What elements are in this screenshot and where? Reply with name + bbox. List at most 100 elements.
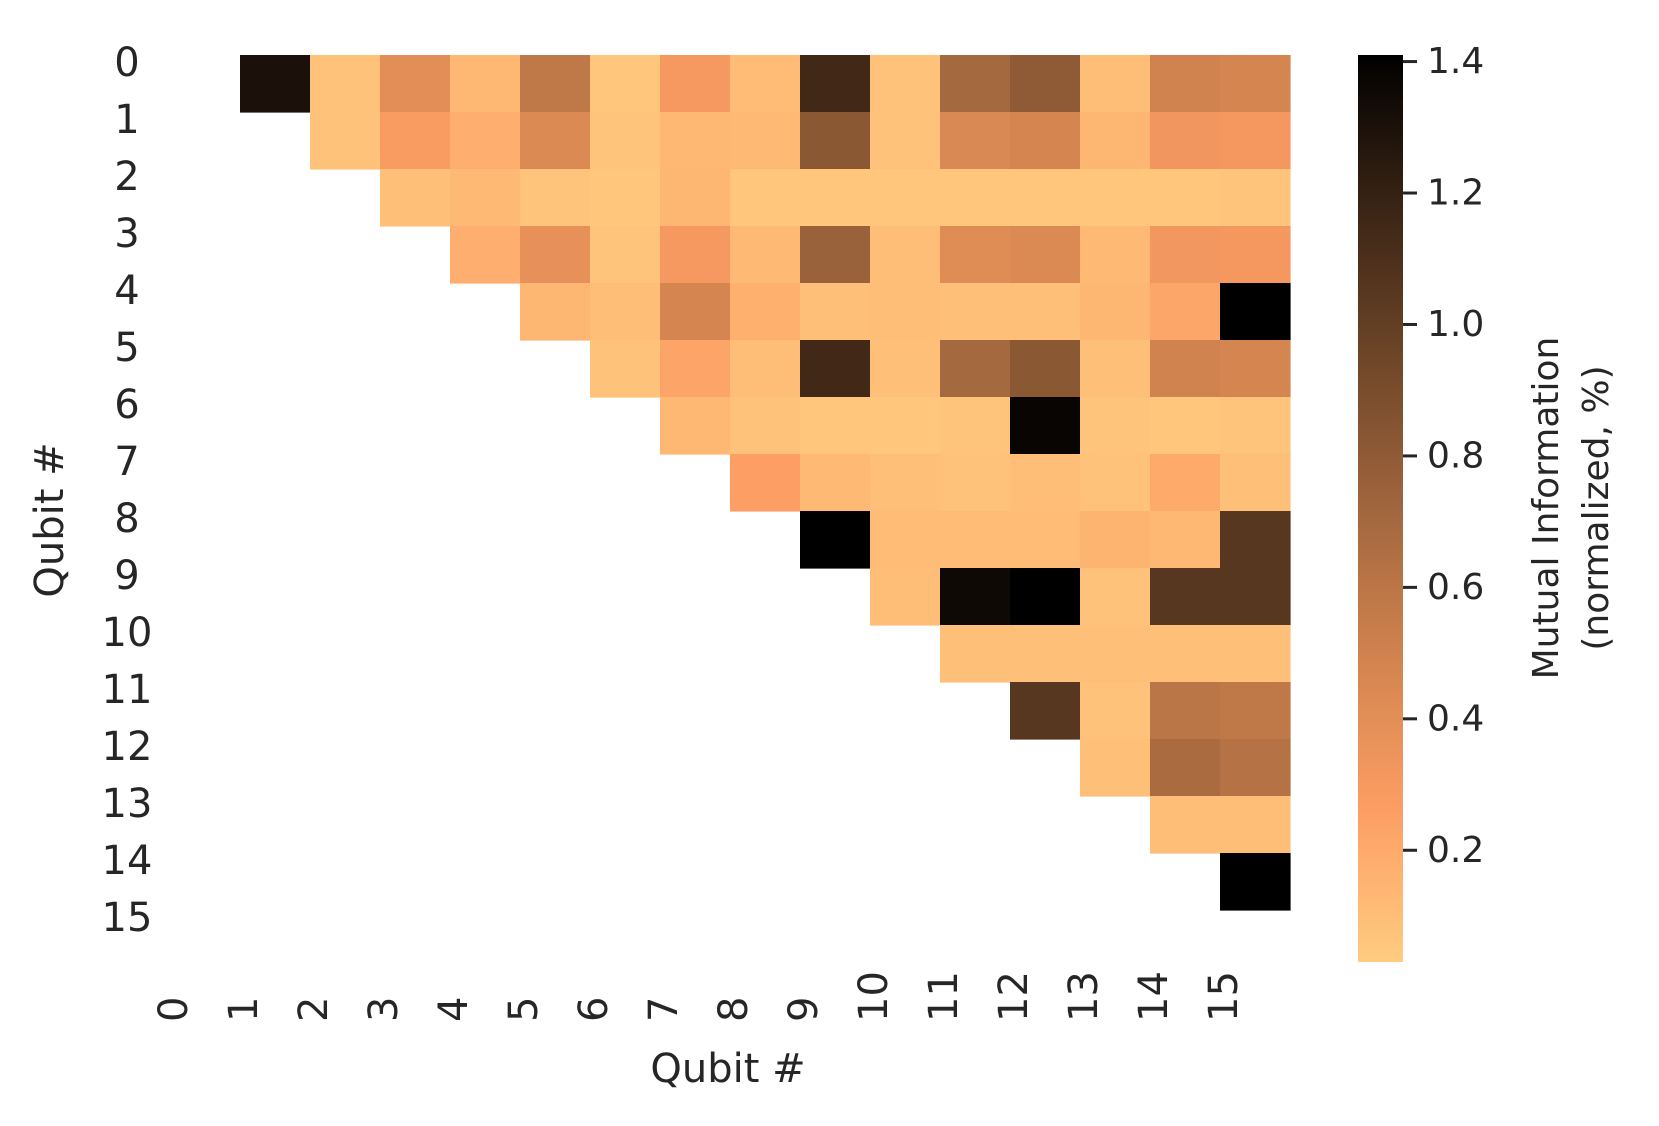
x-tick-labels: 0 1 2 3 4 5 6 7 8 9 10 11 12 13 14 15 [151, 971, 1247, 1022]
heatmap-cell [1220, 340, 1291, 398]
heatmap-cell [1150, 283, 1221, 341]
heatmap-cell [1010, 340, 1081, 398]
y-tick-label: 14 [102, 838, 153, 884]
heatmap-cell [1080, 112, 1151, 170]
heatmap-cell [1080, 283, 1151, 341]
heatmap-cell [940, 226, 1011, 284]
heatmap-cell [1220, 454, 1291, 512]
colorbar [1358, 55, 1403, 962]
heatmap-cell [870, 568, 941, 626]
y-tick-label: 15 [102, 895, 153, 941]
heatmap-cell [730, 169, 801, 227]
heatmap-cell [590, 340, 661, 398]
colorbar-tick-label: 0.2 [1427, 830, 1484, 871]
heatmap-cell [590, 112, 661, 170]
heatmap-cell [1010, 511, 1081, 569]
heatmap-cell [1220, 169, 1291, 227]
heatmap-cell [1220, 739, 1291, 797]
x-tick-label: 8 [711, 997, 757, 1022]
x-tick-label: 7 [641, 997, 687, 1022]
heatmap-cell [1080, 226, 1151, 284]
heatmap-cell [1010, 283, 1081, 341]
x-tick-label: 2 [291, 997, 337, 1022]
heatmap-cell [730, 55, 801, 113]
heatmap-cell [590, 55, 661, 113]
heatmap-cell [240, 55, 311, 113]
heatmap-cell [940, 169, 1011, 227]
heatmap-cell [660, 283, 731, 341]
heatmap-cell [520, 226, 591, 284]
x-tick-label: 14 [1131, 971, 1177, 1022]
y-tick-label: 13 [102, 781, 153, 827]
heatmap-cell [730, 454, 801, 512]
colorbar-label-line2: (normalized, %) [1576, 365, 1617, 650]
y-tick-label: 12 [102, 724, 153, 770]
heatmap-cell [1150, 112, 1221, 170]
heatmap-cell [1080, 55, 1151, 113]
heatmap-cell [730, 397, 801, 455]
heatmap-cell [940, 112, 1011, 170]
heatmap-cell [870, 112, 941, 170]
heatmap-cell [1220, 283, 1291, 341]
heatmap-cell [1150, 682, 1221, 740]
x-tick-label: 15 [1201, 971, 1247, 1022]
heatmap-cell [800, 55, 871, 113]
heatmap-cell [1010, 169, 1081, 227]
heatmap-cell [940, 397, 1011, 455]
x-tick-label: 1 [221, 997, 267, 1022]
heatmap-cell [870, 454, 941, 512]
heatmap-cell [1150, 739, 1221, 797]
heatmap-cell [870, 283, 941, 341]
x-axis-label: Qubit # [650, 1046, 805, 1092]
heatmap-cell [1150, 55, 1221, 113]
y-tick-label: 1 [114, 97, 139, 143]
heatmap-cell [1150, 397, 1221, 455]
x-tick-label: 3 [361, 997, 407, 1022]
heatmap-cell [1080, 682, 1151, 740]
heatmap-cell [940, 340, 1011, 398]
heatmap-cell [520, 55, 591, 113]
heatmap-cell [1080, 625, 1151, 683]
heatmap-cell [1220, 112, 1291, 170]
colorbar-tick-label: 0.6 [1427, 567, 1484, 608]
heatmap-cell [450, 55, 521, 113]
heatmap-cell [730, 340, 801, 398]
heatmap-cell [450, 112, 521, 170]
heatmap-cell [800, 169, 871, 227]
heatmap-cell [1150, 454, 1221, 512]
heatmap-cell [1150, 511, 1221, 569]
y-tick-label: 10 [102, 610, 153, 656]
heatmap-cell [940, 454, 1011, 512]
heatmap-cell [1220, 796, 1291, 854]
heatmap-cell [380, 55, 451, 113]
heatmap-cell [1080, 340, 1151, 398]
heatmap-cell [660, 112, 731, 170]
heatmap-cell [1080, 511, 1151, 569]
heatmap-cell [520, 169, 591, 227]
x-tick-label: 6 [571, 997, 617, 1022]
heatmap-cell [800, 112, 871, 170]
heatmap-cell [1150, 568, 1221, 626]
heatmap-cell [940, 283, 1011, 341]
heatmap-cell [1080, 739, 1151, 797]
heatmap-cell [1010, 226, 1081, 284]
colorbar-tick-label: 1.4 [1427, 41, 1484, 82]
heatmap-cell [1220, 682, 1291, 740]
heatmap-cell [450, 226, 521, 284]
heatmap-cell [1010, 454, 1081, 512]
colorbar-tick-label: 1.2 [1427, 173, 1484, 214]
heatmap-cell [310, 55, 381, 113]
heatmap-cell [870, 226, 941, 284]
heatmap-cell [940, 625, 1011, 683]
heatmap-cell [1010, 568, 1081, 626]
heatmap-cell [940, 568, 1011, 626]
heatmap-cell [1010, 397, 1081, 455]
heatmap-cell [800, 454, 871, 512]
y-tick-label: 2 [114, 154, 139, 200]
heatmap-cell [940, 55, 1011, 113]
heatmap-cell [1220, 568, 1291, 626]
heatmap-cells [240, 55, 1291, 911]
colorbar-tick-label: 1.0 [1427, 304, 1484, 345]
heatmap-cell [870, 397, 941, 455]
